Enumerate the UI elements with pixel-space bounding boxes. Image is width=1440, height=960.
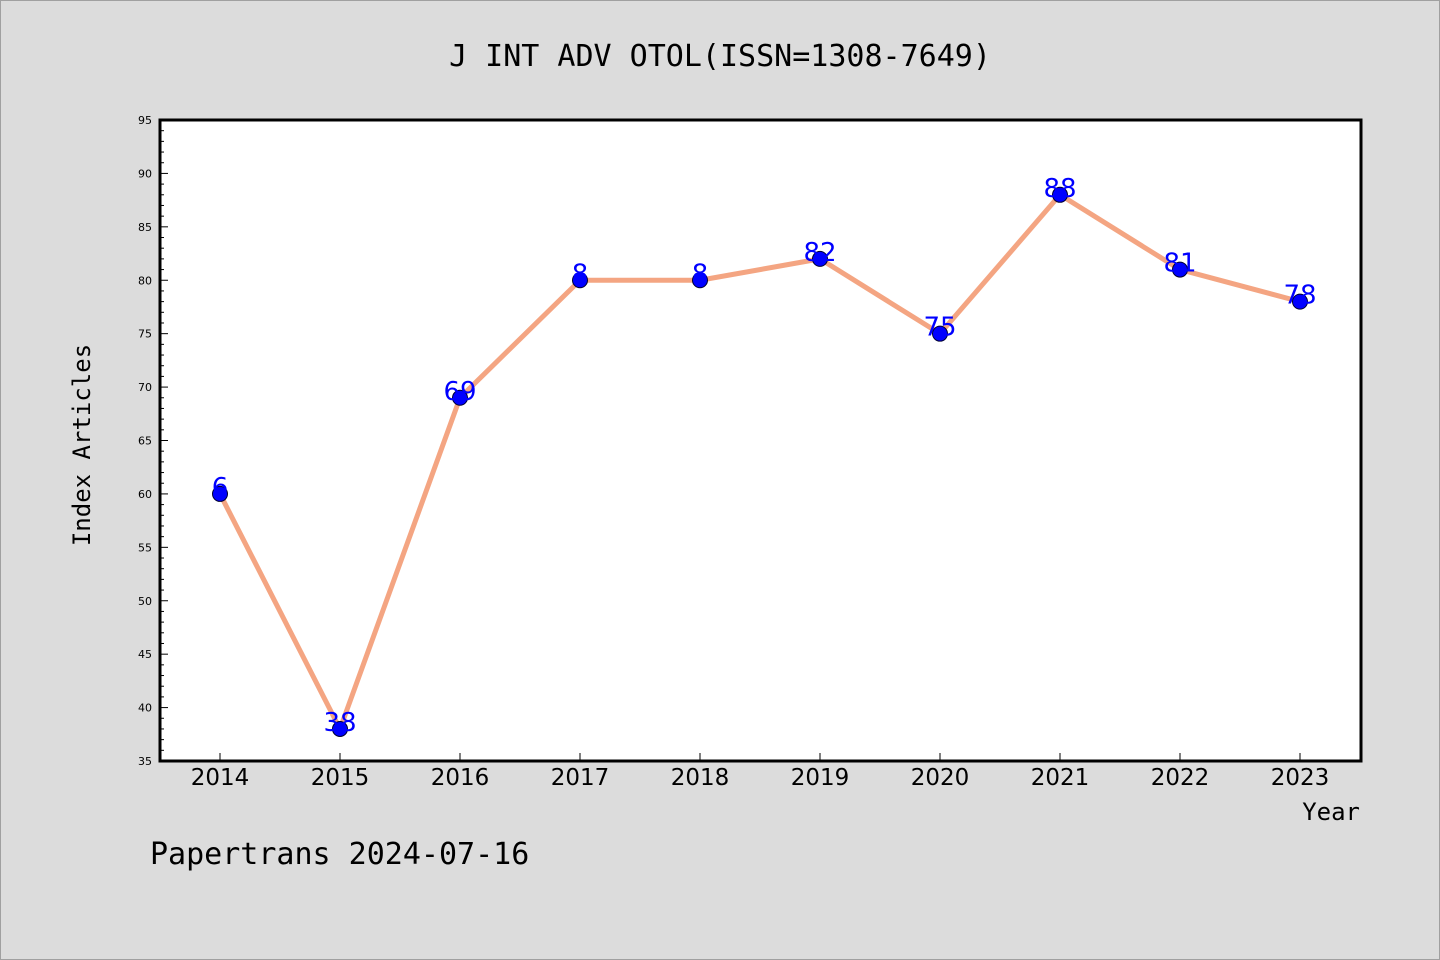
chart-title: J INT ADV OTOL(ISSN=1308-7649)	[449, 39, 991, 74]
data-point	[332, 720, 348, 737]
x-axis-label: Year	[1302, 798, 1360, 826]
x-tick-label: 2021	[1031, 765, 1090, 791]
data-point	[212, 485, 228, 502]
data-point	[932, 325, 948, 342]
y-tick-label: 90	[138, 167, 152, 180]
x-tick-label: 2017	[551, 765, 610, 791]
data-point	[812, 250, 828, 267]
x-tick-label: 2023	[1271, 765, 1330, 791]
data-point	[692, 272, 708, 289]
x-tick-label: 2022	[1151, 765, 1210, 791]
data-label: 38	[323, 708, 356, 738]
points-group	[212, 186, 1308, 737]
y-tick-label: 45	[138, 648, 152, 661]
data-label: 8	[692, 259, 709, 289]
y-tick-label: 60	[138, 488, 152, 501]
data-label: 81	[1163, 249, 1196, 279]
y-tick-label: 65	[138, 435, 152, 448]
data-label: 88	[1043, 174, 1076, 204]
data-point	[1292, 293, 1308, 310]
y-tick-label: 80	[138, 274, 152, 287]
data-label: 69	[443, 377, 476, 407]
y-tick-label: 85	[138, 221, 152, 234]
y-tick-label: 40	[138, 702, 152, 715]
series-line	[217, 192, 1303, 732]
y-axis: 35 40 45 50 55 60 65 70 75 80 85 90 95	[138, 114, 168, 768]
data-label: 78	[1283, 281, 1316, 311]
x-tick-label: 2019	[791, 765, 850, 791]
y-axis-label: Index Articles	[68, 344, 96, 546]
series-line-group	[217, 192, 1303, 732]
footer-text: Papertrans 2024-07-16	[150, 837, 529, 872]
data-label: 75	[923, 313, 956, 343]
data-point	[572, 272, 588, 289]
data-point	[1052, 186, 1068, 203]
y-tick-label: 55	[138, 541, 152, 554]
x-axis: 2014 2015 2016 2017 2018 2019 2020 2021 2022 2023	[191, 753, 1330, 791]
y-tick-label: 70	[138, 381, 152, 394]
data-point	[452, 389, 468, 406]
data-label: 82	[803, 238, 836, 268]
plot-area	[158, 118, 1363, 763]
x-tick-label: 2014	[191, 765, 250, 791]
data-point	[1172, 261, 1188, 278]
x-tick-label: 2018	[671, 765, 730, 791]
data-label: 6	[212, 473, 229, 503]
data-label: 8	[572, 259, 589, 289]
x-tick-label: 2020	[911, 765, 970, 791]
x-tick-label: 2015	[311, 765, 370, 791]
y-tick-label: 75	[138, 328, 152, 341]
y-tick-label: 50	[138, 595, 152, 608]
x-tick-label: 2016	[431, 765, 490, 791]
y-tick-label: 95	[138, 114, 152, 127]
y-tick-label: 35	[138, 755, 152, 768]
